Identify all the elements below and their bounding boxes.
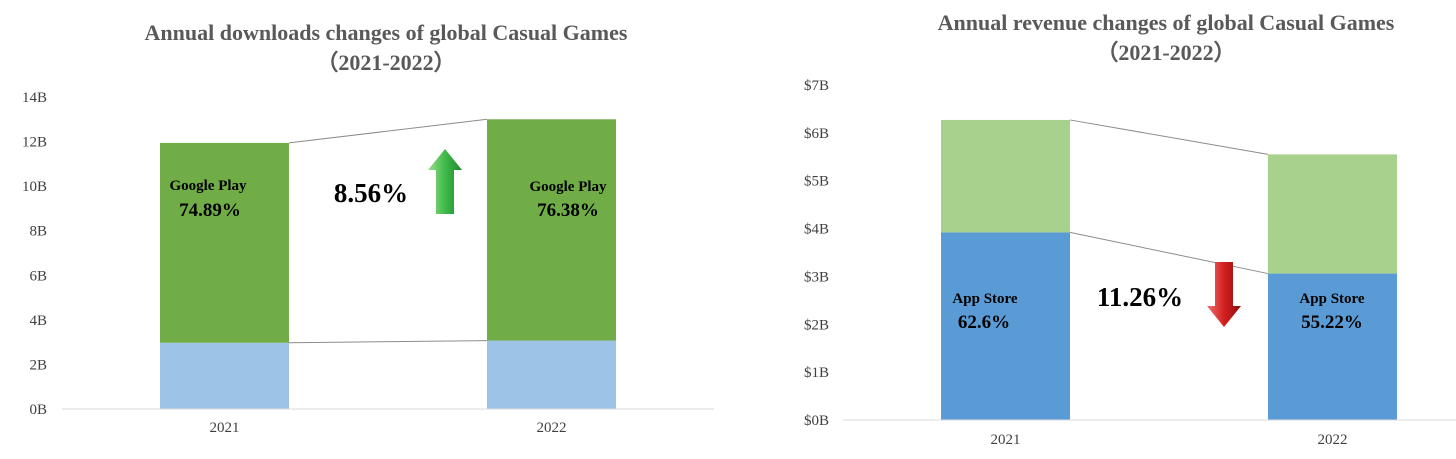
downloads-bar-labels: Google Play 74.89% Google Play 76.38% — [169, 178, 607, 221]
downloads-y-tick-label: 10B — [22, 179, 47, 195]
revenue-y-tick-label: $3B — [804, 269, 829, 285]
revenue-bar-2022-segment-2 — [1268, 154, 1397, 274]
revenue-chart-title: Annual revenue changes of global Casual … — [938, 10, 1395, 35]
downloads-bar-label-name: Google Play — [529, 179, 607, 195]
revenue-y-axis-ticks: $0B $1B $2B $3B $4B $5B $6B $7B — [804, 78, 829, 429]
revenue-chart-subtitle: （2021-2022） — [1096, 40, 1235, 65]
revenue-bar-label-share: 62.6% — [958, 312, 1010, 333]
revenue-bar-labels: App Store 62.6% App Store 55.22% — [952, 291, 1364, 333]
revenue-bar-2021-segment-2 — [941, 119, 1070, 233]
downloads-x-axis-labels: 2021 2022 — [210, 420, 567, 436]
downloads-bar-2021-segment-1 — [160, 342, 289, 409]
up-arrow-icon — [428, 149, 462, 214]
downloads-change-value: 8.56% — [334, 178, 408, 208]
downloads-bar-2021-segment-2 — [160, 142, 289, 343]
revenue-bar-2021-segment-1 — [941, 232, 1070, 420]
downloads-y-axis-ticks: 0B 2B 4B 6B 8B 10B 12B 14B — [22, 90, 47, 418]
revenue-x-label-2022: 2022 — [1318, 432, 1348, 448]
downloads-bar-label-name: Google Play — [169, 178, 247, 194]
downloads-connector-line — [288, 340, 488, 344]
down-arrow-icon — [1207, 262, 1241, 327]
revenue-x-label-2021: 2021 — [991, 432, 1021, 448]
revenue-y-tick-label: $6B — [804, 126, 829, 142]
revenue-bar-2022-segment-1 — [1268, 273, 1397, 420]
revenue-change-value: 11.26% — [1097, 282, 1183, 312]
revenue-connector-line — [1069, 119, 1269, 155]
revenue-connector-lines — [1069, 119, 1269, 275]
downloads-y-tick-label: 14B — [22, 90, 47, 106]
revenue-y-tick-label: $0B — [804, 413, 829, 429]
downloads-bars — [160, 119, 616, 409]
downloads-y-tick-label: 6B — [29, 268, 47, 284]
downloads-bar-2022-segment-1 — [487, 340, 616, 409]
downloads-y-tick-label: 4B — [29, 313, 47, 329]
revenue-chart: Annual revenue changes of global Casual … — [804, 10, 1456, 448]
revenue-connector-line — [1069, 231, 1269, 275]
revenue-bar-label-name: App Store — [1299, 291, 1364, 307]
downloads-chart-subtitle: （2021-2022） — [316, 50, 455, 75]
downloads-bar-label-share: 76.38% — [537, 200, 599, 221]
downloads-connector-lines — [288, 118, 488, 344]
downloads-x-label-2021: 2021 — [210, 420, 240, 436]
revenue-bar-label-name: App Store — [952, 291, 1017, 307]
downloads-chart: Annual downloads changes of global Casua… — [22, 20, 714, 436]
downloads-x-label-2022: 2022 — [537, 420, 567, 436]
revenue-y-tick-label: $1B — [804, 365, 829, 381]
revenue-bars — [941, 119, 1397, 420]
revenue-bar-label-share: 55.22% — [1301, 312, 1363, 333]
downloads-bar-2022-segment-2 — [487, 119, 616, 341]
downloads-chart-title: Annual downloads changes of global Casua… — [145, 20, 628, 45]
revenue-y-tick-label: $7B — [804, 78, 829, 94]
downloads-y-tick-label: 8B — [29, 224, 47, 240]
revenue-y-tick-label: $2B — [804, 317, 829, 333]
downloads-connector-line — [288, 118, 488, 144]
revenue-y-tick-label: $5B — [804, 174, 829, 190]
downloads-bar-label-share: 74.89% — [179, 200, 241, 221]
downloads-y-tick-label: 0B — [29, 402, 47, 418]
downloads-y-tick-label: 12B — [22, 135, 47, 151]
revenue-y-tick-label: $4B — [804, 222, 829, 238]
revenue-x-axis-labels: 2021 2022 — [991, 432, 1348, 448]
downloads-y-tick-label: 2B — [29, 357, 47, 373]
